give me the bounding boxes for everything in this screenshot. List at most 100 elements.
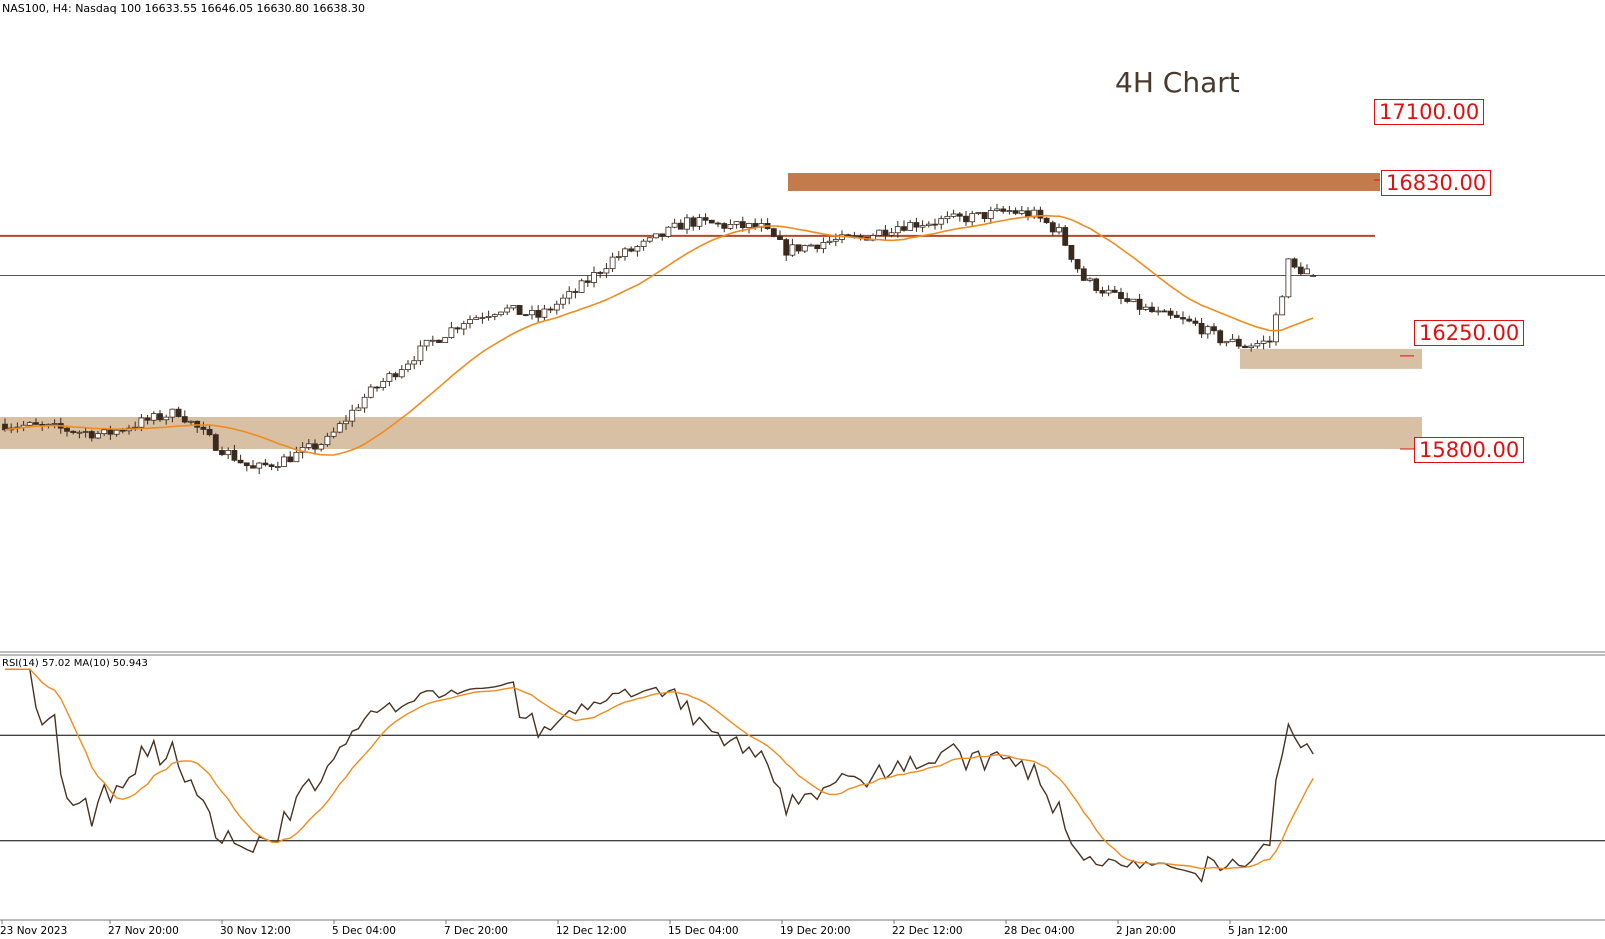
candle — [188, 420, 194, 425]
candle-body — [1297, 266, 1304, 275]
candle-body — [622, 248, 628, 257]
candle-body — [479, 317, 486, 319]
candle-body — [95, 433, 101, 439]
candle-body — [460, 323, 467, 330]
candle-body — [615, 256, 622, 258]
candle — [677, 219, 684, 230]
candle-body — [1068, 244, 1075, 260]
candle-body — [318, 444, 325, 450]
candle-body — [925, 223, 932, 227]
candle-body — [1266, 340, 1273, 343]
candle — [628, 246, 635, 253]
candle-body — [1049, 222, 1056, 233]
candle — [498, 311, 504, 317]
candle — [287, 451, 294, 463]
candle — [1161, 309, 1168, 313]
candle-body — [597, 272, 604, 274]
rsi-ma-line — [5, 668, 1314, 870]
candle — [739, 216, 746, 232]
candle — [857, 233, 864, 241]
x-tick-label: 7 Dec 20:00 — [444, 925, 508, 937]
candle — [615, 251, 622, 261]
candle — [578, 278, 585, 293]
candle — [882, 224, 889, 241]
candle-body — [876, 229, 883, 236]
candle-body — [659, 233, 666, 237]
candle — [479, 312, 486, 324]
candle — [460, 320, 467, 336]
candle — [603, 262, 610, 278]
candle — [1291, 257, 1298, 269]
candle — [553, 300, 560, 315]
candle — [1142, 303, 1149, 311]
candle — [560, 294, 566, 309]
candle — [429, 335, 436, 346]
candle — [200, 421, 207, 435]
candle — [1273, 312, 1279, 346]
candle-body — [529, 309, 535, 316]
candle-body — [584, 280, 591, 283]
candle — [1043, 217, 1050, 224]
candle-body — [144, 417, 151, 421]
candle — [1006, 205, 1013, 215]
symbol-header: NAS100, H4: Nasdaq 100 16633.55 16646.05… — [2, 2, 366, 15]
candle-body — [113, 429, 120, 435]
candle — [206, 424, 213, 437]
candle-body — [814, 244, 821, 250]
candle-body — [522, 314, 529, 316]
candle — [801, 244, 808, 254]
candle-body — [572, 291, 579, 293]
candle-body — [609, 256, 616, 270]
candle — [312, 439, 318, 455]
candle-body — [107, 429, 114, 435]
candle-body — [417, 345, 424, 362]
candle — [671, 218, 678, 229]
support-zone-16250 — [1240, 348, 1422, 369]
candle — [374, 385, 380, 392]
candle — [1105, 285, 1112, 297]
candle-body — [200, 426, 207, 430]
candle — [522, 313, 529, 317]
candle — [88, 429, 95, 442]
x-tick-label: 27 Nov 20:00 — [108, 925, 179, 937]
candle-body — [1229, 338, 1236, 343]
moving-average — [4, 214, 1314, 456]
candle-body — [119, 429, 126, 432]
candle-body — [411, 360, 418, 365]
candle-body — [932, 223, 938, 226]
candle — [907, 219, 914, 231]
candle-body — [1118, 291, 1124, 300]
candle — [219, 446, 225, 457]
candle — [901, 220, 907, 232]
candle-body — [312, 443, 318, 450]
candle-body — [566, 291, 573, 299]
candle — [925, 221, 932, 228]
rsi-pane — [0, 651, 1605, 883]
candle-body — [783, 239, 790, 256]
candle-body — [1192, 320, 1199, 324]
candle-body — [1161, 310, 1168, 313]
candle-body — [516, 305, 523, 315]
candle — [795, 244, 802, 254]
candle — [708, 219, 715, 224]
candle — [975, 212, 982, 216]
candle-body — [268, 464, 275, 468]
candle — [1080, 265, 1087, 282]
candle-body — [219, 450, 225, 456]
candle-body — [436, 339, 442, 343]
candle — [919, 220, 926, 233]
candle-body — [653, 233, 659, 239]
candle — [1049, 220, 1056, 236]
candle-body — [1211, 326, 1217, 332]
candle-body — [76, 431, 83, 434]
candle-body — [101, 429, 108, 435]
candle-body — [349, 409, 356, 422]
candle-body — [448, 327, 455, 338]
candle — [1186, 315, 1193, 323]
candle — [932, 218, 938, 230]
candle — [324, 432, 331, 447]
candle-body — [82, 431, 89, 433]
candle — [355, 403, 362, 412]
candle — [1087, 277, 1093, 283]
